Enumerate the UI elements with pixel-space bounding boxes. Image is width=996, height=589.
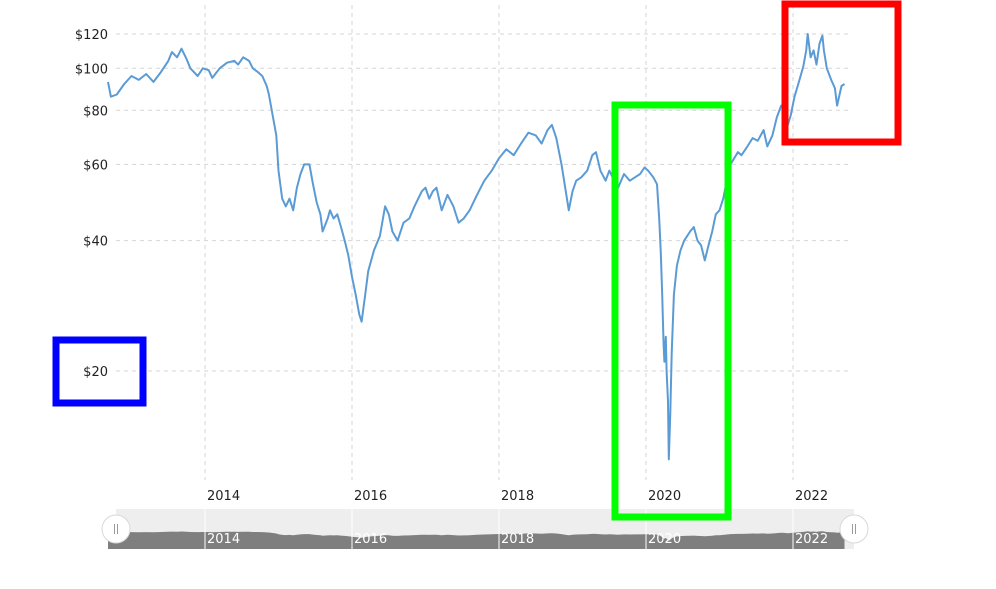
y-tick-label: $60: [83, 158, 108, 173]
navigator-label: 2020: [648, 532, 681, 547]
x-tick-label: 2014: [207, 489, 240, 504]
x-tick-label: 2020: [648, 489, 681, 504]
y-tick-label: $120: [75, 28, 108, 43]
blue-highlight-box: [52, 336, 147, 407]
series-layer: [107, 33, 846, 461]
navigator-label: 2016: [354, 532, 387, 547]
y-tick-label: $40: [83, 235, 108, 250]
navigator-right-handle[interactable]: [839, 514, 869, 544]
grip-lines-icon: [852, 524, 856, 534]
navigator-label: 2014: [207, 532, 240, 547]
y-tick-label: $100: [75, 62, 108, 77]
axis-labels: $20 $40 $60 $80 $100 $120 2014 2016 2018 2020 2022: [75, 28, 828, 504]
red-highlight-box: [781, 0, 902, 146]
grip-lines-icon: [114, 524, 118, 534]
navigator[interactable]: 2014 2016 2018 2020 2022: [101, 509, 869, 549]
y-tick-label: $80: [83, 104, 108, 119]
navigator-label: 2018: [501, 532, 534, 547]
navigator-labels: 2014 2016 2018 2020 2022: [204, 509, 828, 549]
x-tick-label: 2018: [501, 489, 534, 504]
navigator-left-handle[interactable]: [101, 514, 131, 544]
green-highlight-box: [611, 101, 732, 521]
grid: [116, 5, 851, 480]
y-tick-label: $20: [83, 365, 108, 380]
x-tick-label: 2016: [354, 489, 387, 504]
navigator-label: 2022: [795, 532, 828, 547]
x-tick-label: 2022: [795, 489, 828, 504]
series-line: [107, 33, 846, 461]
navigator-area: [108, 531, 845, 549]
